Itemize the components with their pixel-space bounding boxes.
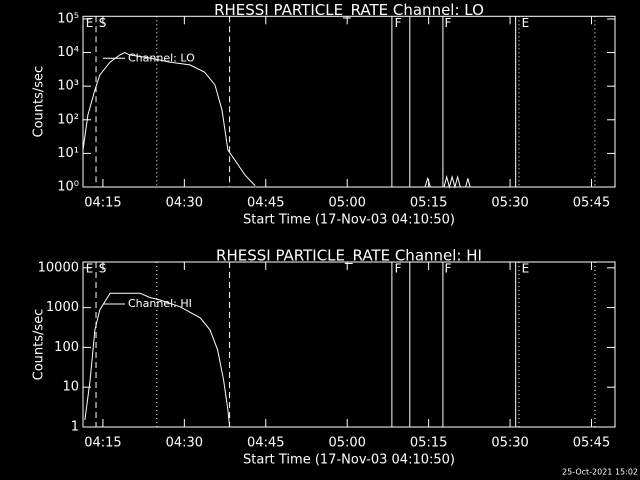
event-label: F: [395, 262, 402, 276]
y-tick-label: 100: [54, 340, 79, 355]
y-axis-label: Counts/sec: [32, 309, 47, 381]
event-label: E: [522, 262, 530, 276]
chart-title: RHESSI PARTICLE_RATE Channel: HI: [216, 247, 482, 266]
x-tick-label: 05:45: [573, 436, 610, 451]
x-tick-label: 05:00: [328, 436, 365, 451]
x-axis-label: Start Time (17-Nov-03 04:10:50): [243, 213, 455, 228]
y-tick-label: 1000: [46, 300, 79, 315]
event-label: F: [395, 16, 402, 30]
x-axis-label: Start Time (17-Nov-03 04:10:50): [243, 453, 455, 468]
x-tick-label: 04:15: [84, 436, 121, 451]
plot-frame: [82, 261, 616, 428]
data-line: [82, 52, 256, 186]
x-tick-label: 05:30: [491, 436, 528, 451]
plot-frame: [82, 15, 616, 188]
x-tick-label: 05:30: [491, 196, 528, 211]
y-tick-label: 10000: [38, 260, 79, 275]
x-tick-label: 04:45: [247, 196, 284, 211]
legend-label: Channel: LO: [128, 51, 195, 64]
y-tick-label: 10: [62, 380, 79, 395]
chart-title: RHESSI PARTICLE_RATE Channel: LO: [214, 1, 484, 20]
legend-label: Channel: HI: [128, 297, 192, 310]
event-label: F: [445, 262, 452, 276]
y-tick-label: 10²: [57, 112, 79, 127]
x-tick-label: 04:30: [166, 436, 203, 451]
y-tick-label: 10³: [57, 79, 79, 94]
data-line: [465, 178, 471, 188]
event-label: S: [99, 16, 107, 30]
x-tick-label: 05:00: [328, 196, 365, 211]
y-tick-label: 10¹: [57, 146, 79, 161]
y-axis-label: Counts/sec: [32, 66, 47, 138]
x-tick-label: 05:45: [573, 196, 610, 211]
data-line: [443, 174, 461, 189]
data-line: [424, 176, 431, 188]
y-tick-label: 10⁵: [57, 11, 79, 26]
event-label: S: [99, 262, 107, 276]
event-label: E: [86, 16, 94, 30]
x-tick-label: 04:15: [84, 196, 121, 211]
x-tick-label: 05:15: [410, 436, 447, 451]
footer: 25-Oct-2021 15:02: [562, 468, 638, 477]
y-tick-label: 1: [71, 420, 79, 435]
event-label: E: [522, 16, 530, 30]
y-tick-label: 10⁰: [57, 180, 79, 195]
x-tick-label: 05:15: [410, 196, 447, 211]
x-tick-label: 04:30: [166, 196, 203, 211]
event-label: E: [86, 262, 94, 276]
x-tick-label: 04:45: [247, 436, 284, 451]
data-line: [84, 292, 231, 428]
y-tick-label: 10⁴: [57, 45, 79, 60]
event-label: F: [445, 16, 452, 30]
